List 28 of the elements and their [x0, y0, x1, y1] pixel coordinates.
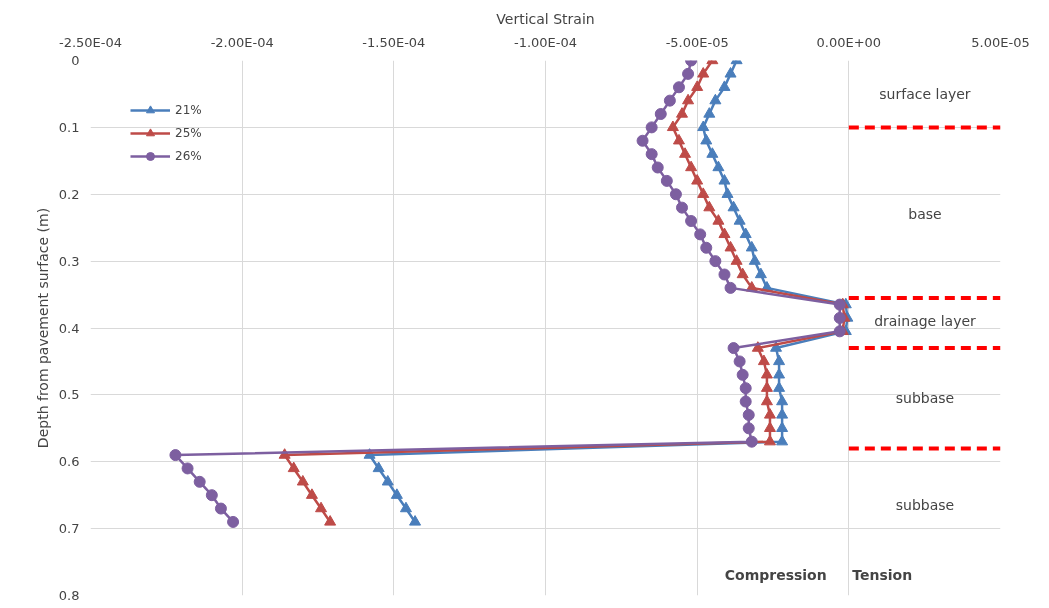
x-tick-label: -1.00E-04 [513, 34, 578, 50]
x-tick-label: 0.00E+00 [816, 34, 882, 50]
legend-label: 21% [175, 103, 202, 117]
annotation: Compression [724, 567, 827, 584]
annotation: base [908, 206, 942, 223]
x-tick-label: -2.50E-04 [58, 34, 123, 50]
y-tick-label: 0.4 [58, 320, 80, 336]
y-axis-title: Depth from pavement surface (m) [34, 207, 51, 449]
annotation: subbase [895, 496, 955, 513]
annotation: subbase [895, 389, 955, 406]
x-axis-title: Vertical Strain [496, 10, 595, 27]
annotation: Tension [852, 567, 913, 584]
annotation: drainage layer [874, 313, 977, 330]
x-tick-label: -1.50E-04 [362, 34, 426, 50]
y-tick-label: 0 [71, 53, 80, 68]
y-tick-label: 0.7 [58, 521, 80, 537]
annotation: surface layer [879, 85, 971, 102]
y-tick-label: 0.2 [58, 186, 80, 202]
y-tick-label: 0.3 [58, 253, 80, 269]
x-tick-label: 5.00E-05 [971, 34, 1030, 50]
y-tick-label: 0.5 [58, 387, 80, 403]
legend-label: 26% [175, 149, 202, 163]
y-tick-label: 0.1 [58, 119, 80, 135]
y-tick-label: 0.6 [58, 454, 80, 470]
x-tick-label: -5.00E-05 [665, 34, 729, 50]
legend-label: 25% [175, 126, 202, 140]
x-tick-label: -2.00E-04 [210, 34, 274, 50]
y-tick-label: 0.8 [58, 588, 80, 603]
